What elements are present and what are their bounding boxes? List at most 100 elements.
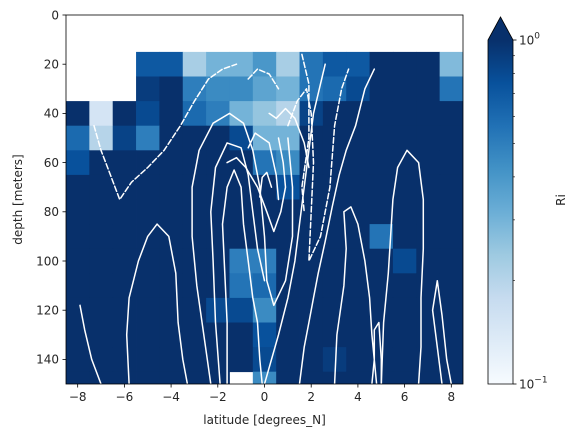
heatmap-cell <box>439 199 463 225</box>
heatmap-cell <box>206 224 230 250</box>
heatmap-cell <box>252 174 277 200</box>
heatmap-cell <box>369 125 394 151</box>
heatmap-cell <box>346 174 370 200</box>
heatmap-cell <box>299 322 324 348</box>
heatmap-cell <box>136 150 160 176</box>
heatmap-cell <box>89 174 114 200</box>
x-axis-ticks: −8 −6 −4 −2 0 2 4 6 8 <box>69 384 455 404</box>
heatmap-cell <box>206 101 230 127</box>
heatmap-cell <box>392 322 417 348</box>
heatmap-cell <box>136 273 160 299</box>
heatmap-cell <box>252 76 277 102</box>
x-tick-label: −6 <box>116 390 134 404</box>
heatmap-cell <box>89 248 114 274</box>
contour-line <box>79 304 102 384</box>
y-tick-label: 80 <box>44 205 59 219</box>
heatmap-cell <box>66 248 90 274</box>
heatmap-cell <box>66 347 90 373</box>
colorbar-extend-triangle <box>488 17 513 40</box>
heatmap-cell <box>392 150 417 176</box>
heatmap-cell <box>112 199 137 225</box>
heatmap-cell <box>252 371 277 384</box>
heatmap-cell <box>182 224 207 250</box>
contour-line <box>268 107 310 169</box>
y-tick-label: 40 <box>44 107 59 121</box>
contour-line <box>191 112 294 384</box>
heatmap-cell <box>322 76 347 102</box>
heatmap-cell <box>66 371 90 384</box>
heatmap-cell <box>159 51 184 77</box>
heatmap-cell <box>252 347 277 373</box>
heatmap-cell <box>182 76 207 102</box>
heatmap-cell <box>229 76 254 102</box>
heatmap-cell <box>439 248 463 274</box>
heatmap-cell <box>439 371 463 384</box>
heatmap-cell <box>276 371 300 384</box>
heatmap-cell <box>346 347 370 373</box>
x-tick-label: 0 <box>261 390 269 404</box>
heatmap-cell <box>159 174 184 200</box>
heatmap-cell <box>346 322 370 348</box>
heatmap-cell <box>299 248 324 274</box>
heatmap-cell <box>89 101 114 127</box>
heatmap-cell <box>66 297 90 323</box>
heatmap-cell <box>346 224 370 250</box>
heatmap-cell <box>369 273 394 299</box>
heatmap-cell <box>136 51 160 77</box>
heatmap-cell <box>159 347 184 373</box>
heatmap-cell <box>136 371 160 384</box>
heatmap-cell <box>416 125 441 151</box>
heatmap-cell <box>299 150 324 176</box>
heatmap-cell <box>276 76 300 102</box>
colorbar-frame <box>487 16 514 385</box>
contour-line-dashed <box>247 68 280 90</box>
heatmap-cell <box>89 371 114 384</box>
heatmap-cell <box>159 125 184 151</box>
contour-line <box>263 63 326 384</box>
heatmap-cell <box>369 224 394 250</box>
heatmap-cell <box>322 347 347 373</box>
heatmap-cell <box>136 101 160 127</box>
heatmap-cell <box>89 273 114 299</box>
heatmap-cell <box>392 199 417 225</box>
contour-line <box>226 137 287 233</box>
heatmap-cell <box>276 150 300 176</box>
heatmap-cell <box>346 150 370 176</box>
heatmap-cell <box>136 248 160 274</box>
x-tick-label: 6 <box>401 390 409 404</box>
heatmap-cell <box>346 51 370 77</box>
heatmap-cell <box>66 273 90 299</box>
heatmap-cell <box>182 297 207 323</box>
heatmap-cell <box>252 150 277 176</box>
heatmap-cell <box>182 125 207 151</box>
heatmap-cell <box>322 224 347 250</box>
heatmap-cell <box>136 76 160 102</box>
colorbar-minor-ticks <box>513 55 515 281</box>
heatmap-cell <box>276 101 300 127</box>
contour-line <box>333 206 378 384</box>
heatmap-cell <box>112 174 137 200</box>
heatmap-cell <box>159 248 184 274</box>
heatmap-cell <box>346 297 370 323</box>
heatmap-cell <box>89 322 114 348</box>
heatmap-cell <box>136 199 160 225</box>
heatmap-cell <box>136 174 160 200</box>
contour-line <box>431 279 453 384</box>
heatmap-cell <box>346 199 370 225</box>
contour-line <box>247 132 280 201</box>
heatmap-cell <box>66 174 90 200</box>
colorbar-tick-label: 100 <box>519 31 540 47</box>
heatmap-cell <box>416 224 441 250</box>
contour-line <box>259 171 273 198</box>
heatmap-cell <box>276 224 300 250</box>
heatmap-cell <box>182 174 207 200</box>
y-tick-label: 120 <box>36 304 59 318</box>
heatmap-cell <box>346 125 370 151</box>
heatmap-cell <box>112 297 137 323</box>
heatmap-cell <box>416 322 441 348</box>
y-tick-label: 100 <box>36 254 59 268</box>
heatmap-cell <box>159 101 184 127</box>
contour-line <box>210 142 266 384</box>
heatmap-cell <box>136 322 160 348</box>
